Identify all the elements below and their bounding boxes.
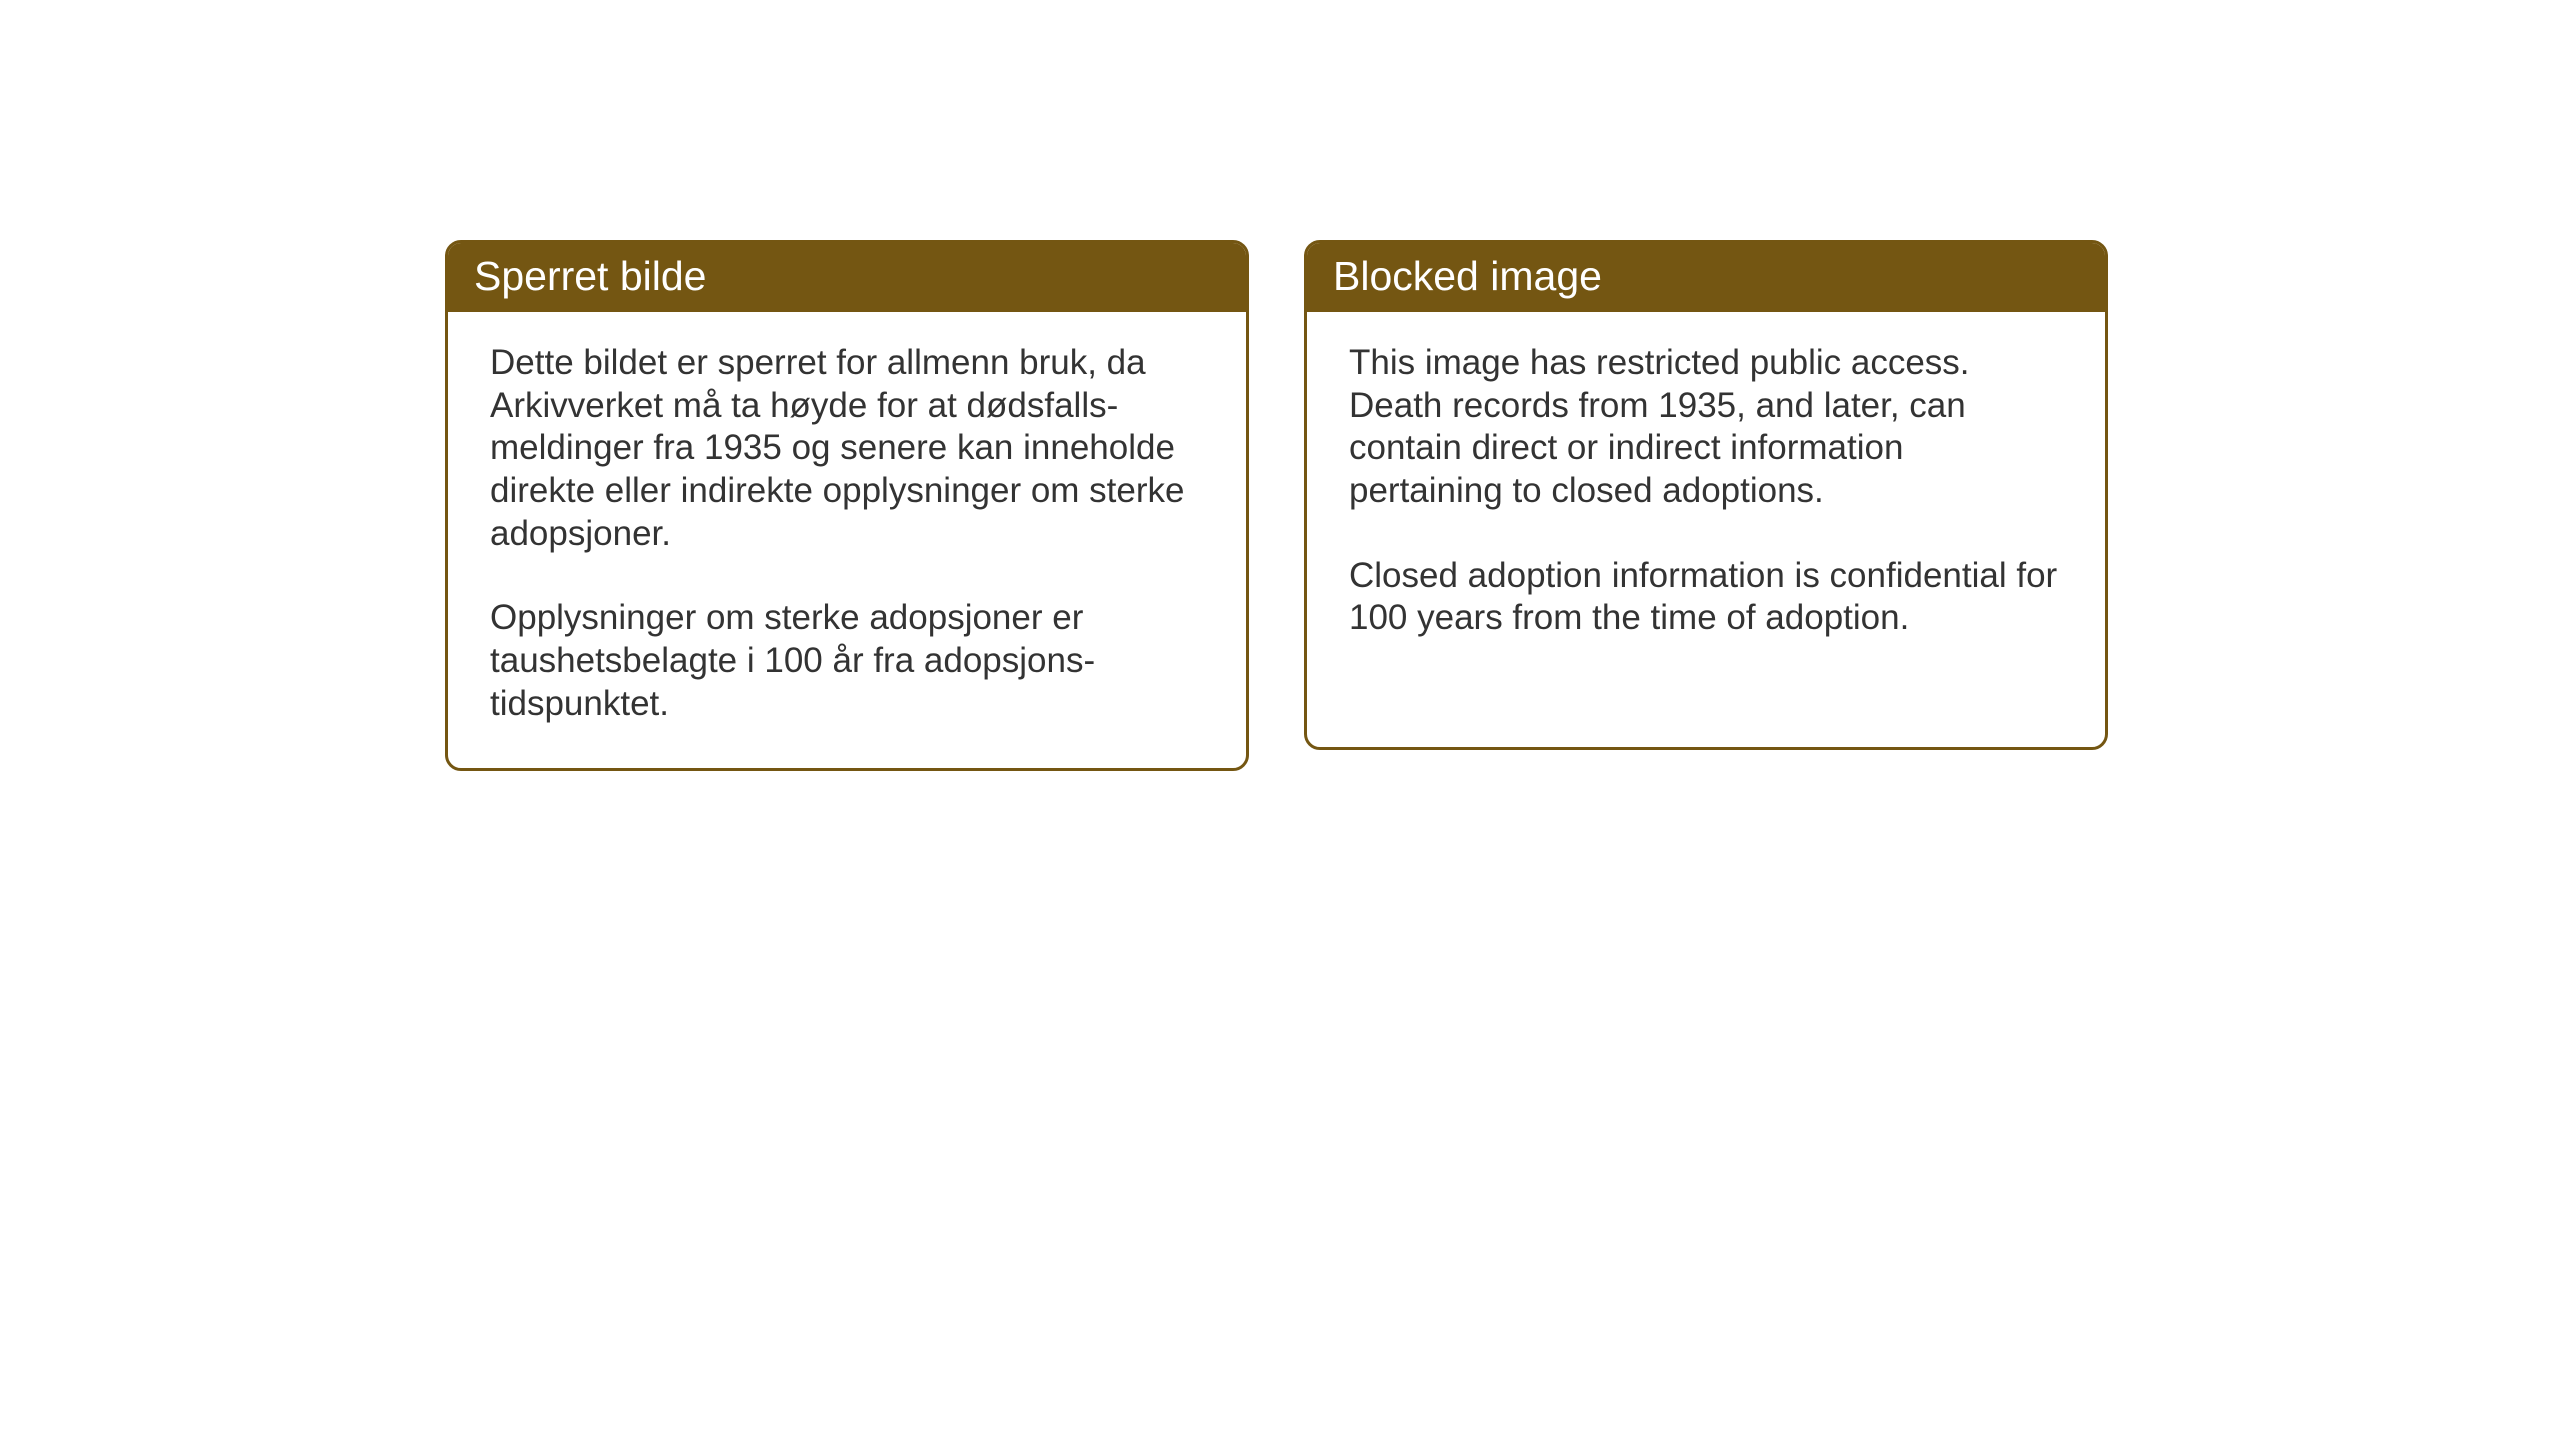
norwegian-card-body: Dette bildet er sperret for allmenn bruk… bbox=[448, 312, 1246, 768]
norwegian-card-title: Sperret bilde bbox=[448, 243, 1246, 312]
english-paragraph-2: Closed adoption information is confident… bbox=[1349, 555, 2063, 640]
notice-cards-container: Sperret bilde Dette bildet er sperret fo… bbox=[445, 240, 2108, 771]
english-paragraph-1: This image has restricted public access.… bbox=[1349, 342, 2063, 513]
english-card-body: This image has restricted public access.… bbox=[1307, 312, 2105, 682]
norwegian-notice-card: Sperret bilde Dette bildet er sperret fo… bbox=[445, 240, 1249, 771]
norwegian-paragraph-1: Dette bildet er sperret for allmenn bruk… bbox=[490, 342, 1204, 555]
norwegian-paragraph-2: Opplysninger om sterke adopsjoner er tau… bbox=[490, 597, 1204, 725]
english-notice-card: Blocked image This image has restricted … bbox=[1304, 240, 2108, 750]
english-card-title: Blocked image bbox=[1307, 243, 2105, 312]
